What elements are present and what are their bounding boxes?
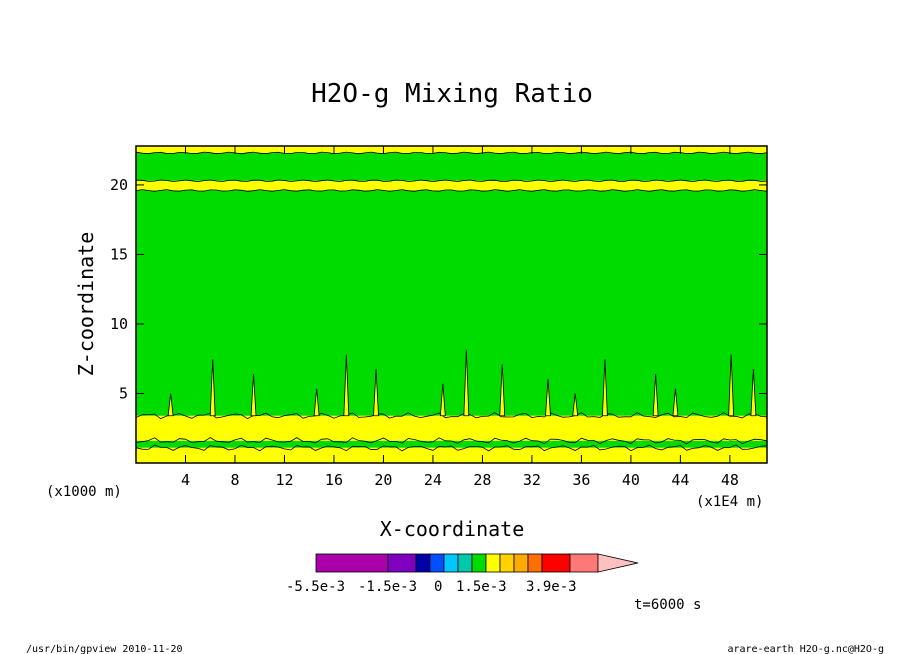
time-label: t=6000 s <box>634 597 701 613</box>
contour-bands <box>136 146 767 463</box>
footer-right: arare-earth_H2O-g.nc@H2O-g <box>727 644 884 654</box>
contour-line-1 <box>136 437 767 445</box>
colorbar-label: -1.5e-3 <box>358 579 417 595</box>
plot-frame <box>135 145 768 464</box>
moisture-spike <box>499 364 506 417</box>
colorbar-segment <box>513 553 529 573</box>
y-tick-label: 5 <box>119 384 128 402</box>
contour-line-4 <box>136 179 767 183</box>
contour-band-6 <box>136 146 767 153</box>
colorbar-segment <box>569 553 599 573</box>
y-axis: 5 10 15 20 <box>110 176 767 402</box>
moisture-spike <box>672 388 679 417</box>
moisture-spike <box>750 369 757 417</box>
moisture-spike <box>250 373 257 417</box>
contour-band-5 <box>136 152 767 181</box>
contour-line-2 <box>136 412 767 420</box>
moisture-spike <box>602 359 608 417</box>
colorbar-segment <box>387 553 417 573</box>
colorbar-label: 1.5e-3 <box>456 579 507 595</box>
chart-title: H2O-g Mixing Ratio <box>311 79 593 109</box>
contour-band-3 <box>136 190 767 416</box>
y-unit-label: (x1000 m) <box>46 484 122 500</box>
contour-band-1 <box>136 440 767 448</box>
x-unit-label: (x1E4 m) <box>696 494 763 510</box>
moisture-spike <box>313 388 320 417</box>
contour-line-5 <box>136 151 767 155</box>
moisture-spike <box>728 354 735 417</box>
x-tick-label: 36 <box>572 471 590 489</box>
moisture-spike <box>439 383 446 417</box>
contour-line-0 <box>136 444 767 452</box>
moisture-spike <box>209 359 216 417</box>
y-tick-label: 20 <box>110 176 128 194</box>
colorbar-segment <box>315 553 389 573</box>
x-axis: 4 8 12 16 20 24 28 32 36 40 44 48 <box>181 146 739 489</box>
y-tick-label: 10 <box>110 315 128 333</box>
y-tick-label: 15 <box>110 245 128 263</box>
colorbar-segment <box>457 553 473 573</box>
x-tick-label: 12 <box>275 471 293 489</box>
colorbar-segment <box>443 553 459 573</box>
moisture-spike <box>545 378 551 417</box>
contour-band-4 <box>136 180 767 191</box>
colorbar-label: 0 <box>434 579 442 595</box>
moisture-spike <box>167 393 174 417</box>
colorbar-label: 3.9e-3 <box>526 579 577 595</box>
moisture-spike <box>572 393 579 417</box>
moisture-spike <box>343 354 350 417</box>
y-axis-label: Z-coordinate <box>74 232 98 377</box>
contour-spikes <box>136 151 767 452</box>
colorbar-segment <box>499 553 515 573</box>
x-tick-label: 8 <box>230 471 239 489</box>
x-axis-label: X-coordinate <box>380 517 525 541</box>
x-tick-label: 24 <box>424 471 442 489</box>
x-tick-label: 40 <box>622 471 640 489</box>
colorbar-segment <box>471 553 487 573</box>
colorbar-segment <box>485 553 501 573</box>
colorbar-labels: -5.5e-3 -1.5e-3 0 1.5e-3 3.9e-3 <box>286 579 577 595</box>
contour-band-0 <box>136 447 767 463</box>
moisture-spike <box>463 349 470 417</box>
x-tick-label: 16 <box>325 471 343 489</box>
moisture-spike <box>373 369 379 417</box>
plot-area <box>135 145 768 464</box>
footer-left: /usr/bin/gpview 2010-11-20 <box>26 644 183 654</box>
moisture-spike <box>652 373 659 417</box>
colorbar-segment <box>541 553 571 573</box>
x-tick-label: 20 <box>374 471 392 489</box>
colorbar-label: -5.5e-3 <box>286 579 345 595</box>
colorbar-segment <box>527 553 543 573</box>
x-tick-label: 28 <box>473 471 491 489</box>
contour-line-3 <box>136 189 767 192</box>
x-tick-label: 48 <box>721 471 739 489</box>
colorbar-arrow <box>597 553 639 573</box>
colorbar <box>315 553 639 573</box>
colorbar-segment <box>429 553 445 573</box>
x-tick-label: 32 <box>523 471 541 489</box>
contour-band-2 <box>136 415 767 441</box>
x-tick-label: 4 <box>181 471 190 489</box>
x-tick-label: 44 <box>671 471 689 489</box>
colorbar-segment <box>415 553 431 573</box>
